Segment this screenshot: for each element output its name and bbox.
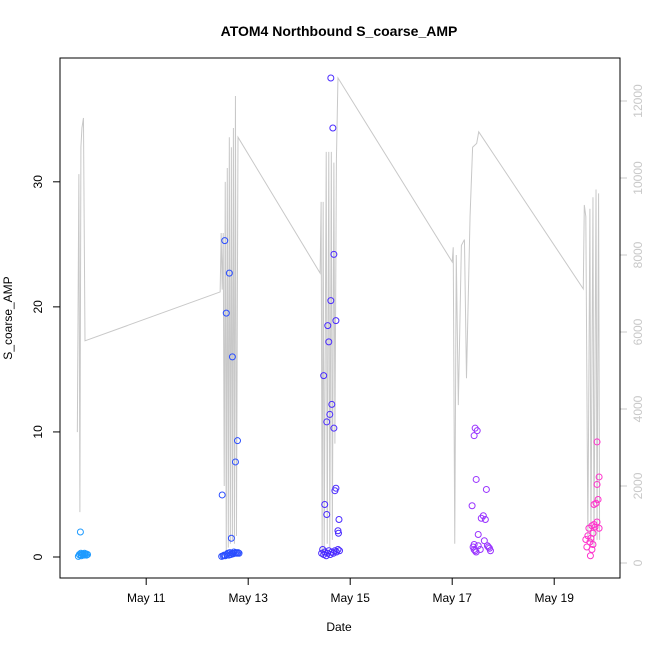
data-point-group1 [84,550,92,558]
data-point-group2 [225,269,233,277]
x-tick-label: May 17 [433,591,473,605]
data-point-group3 [324,322,332,330]
y-tick-label: 0 [31,553,45,560]
x-tick-label: May 13 [229,591,269,605]
data-point-group3 [334,529,342,537]
data-point-group5 [585,524,593,532]
axes-layer: May 11 May 13 May 15 May 17 May 19 0 10 20 30 0 20… [31,84,645,605]
data-point-group3 [331,547,339,555]
data-point-group5 [588,545,596,553]
x-tick-label: May 19 [535,591,575,605]
y-tick-label: 10 [31,425,45,439]
data-point-group5 [592,499,600,507]
x-tick-label: May 15 [331,591,371,605]
data-point-group3 [334,527,342,535]
data-point-group5 [590,520,598,528]
data-point-group5 [595,473,603,481]
data-point-group2 [221,237,229,245]
data-point-group2 [233,437,241,445]
x-tick-label: May 11 [127,591,166,605]
data-point-group3 [330,250,338,258]
data-point-group3 [323,510,331,518]
data-point-group3 [321,500,329,508]
data-point-group3 [335,515,343,523]
data-point-group3 [320,372,328,380]
data-point-group4 [483,542,491,550]
data-point-group3 [331,487,339,495]
y-axis-label: S_coarse_AMP [1,276,15,359]
y-tick-label: 20 [31,300,45,314]
y2-tick-label: 12000 [631,84,645,118]
data-point-group4 [473,427,481,435]
secondary-series-line [76,76,601,556]
data-point-group4 [471,547,479,555]
data-point-group5 [586,552,594,560]
data-point-group4 [470,432,478,440]
y2-tick-label: 10000 [631,161,645,195]
data-point-group5 [593,480,601,488]
data-point-group2 [218,491,226,499]
data-point-group4 [468,502,476,510]
data-point-group4 [476,545,484,553]
y2-tick-label: 4000 [631,395,645,422]
data-point-group4 [474,542,482,550]
data-point-group3 [335,547,343,555]
data-point-group4 [480,537,488,545]
y-tick-label: 30 [31,175,45,189]
data-point-group3 [325,338,333,346]
data-point-group4 [479,512,487,520]
data-point-group3 [332,317,340,325]
data-point-group2 [227,534,235,542]
data-point-group5 [589,540,597,548]
data-point-group2 [231,458,239,466]
data-point-group5 [582,535,590,543]
data-point-group2 [222,309,230,317]
plot-frame [59,57,621,579]
data-point-group5 [584,532,592,540]
data-point-group3 [329,124,337,132]
data-point-group4 [486,547,494,555]
data-point-group3 [321,548,329,556]
data-point-group5 [594,495,602,503]
data-point-group3 [330,424,338,432]
data-point-group3 [323,418,331,426]
y2-tick-label: 6000 [631,318,645,345]
y2-tick-label: 8000 [631,241,645,268]
data-point-group1 [76,528,84,536]
data-point-group3 [328,400,336,408]
data-point-group4 [474,530,482,538]
data-point-group3 [327,74,335,82]
data-point-group3 [334,545,342,553]
data-point-group3 [328,548,336,556]
data-point-group4 [482,485,490,493]
data-point-group4 [481,515,489,523]
data-point-group2 [235,549,243,557]
x-axis-label: Date [326,620,352,634]
data-point-group5 [595,524,603,532]
data-point-group3 [326,410,334,418]
points-layer [74,74,603,560]
chart-title: ATOM4 Northbound S_coarse_AMP [221,23,458,39]
secondary-line-layer [76,76,601,556]
data-point-group5 [593,438,601,446]
data-point-group2 [228,353,236,361]
data-point-group4 [472,475,480,483]
data-point-group3 [327,297,335,305]
y2-tick-label: 0 [631,559,645,566]
y2-tick-label: 2000 [631,472,645,499]
data-point-group4 [484,543,492,551]
